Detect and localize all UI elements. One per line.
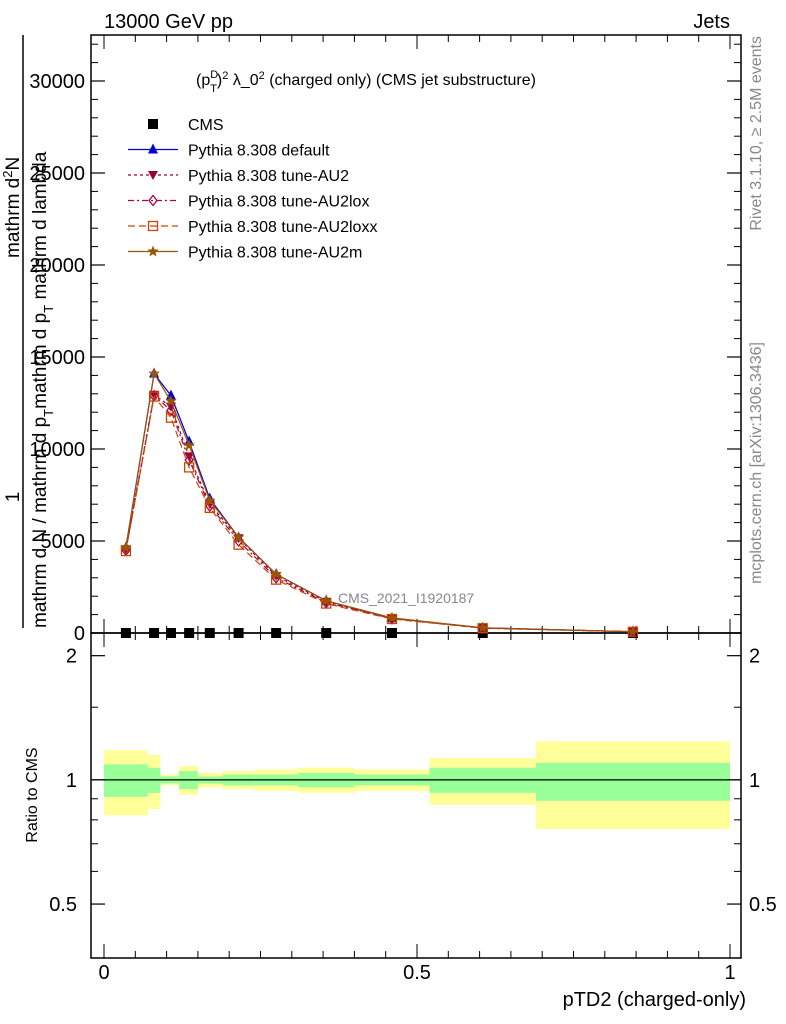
main-ytick-label: 15000 (29, 347, 85, 369)
series-pythia-8-308-tune-au2m (120, 367, 639, 637)
data-point (233, 628, 244, 638)
legend-item: Pythia 8.308 tune-AU2loxx (128, 219, 377, 236)
data-point (204, 628, 215, 638)
ratio-plot-ticks: 0.5 0.5 1 1 2 2 0 0.5 1 (49, 633, 777, 984)
data-point (232, 531, 245, 543)
legend-label: Pythia 8.308 tune-AU2loxx (188, 219, 377, 236)
main-ytick-label: 20000 (29, 255, 85, 277)
data-point (120, 628, 131, 638)
ratio-stat-band (104, 764, 148, 797)
data-point (148, 367, 160, 379)
legend-item: CMS (148, 117, 224, 134)
legend-label: Pythia 8.308 tune-AU2 (188, 168, 349, 185)
main-ytick-label: 30000 (29, 71, 85, 93)
data-point (233, 539, 244, 550)
main-ytick-label: 5000 (41, 531, 86, 553)
data-point (386, 611, 398, 623)
ylabel-denominator: mathrm d N / mathrm d pTmathrm d pT math… (30, 151, 56, 628)
legend-marker (147, 220, 159, 232)
data-point (477, 621, 489, 633)
data-point (204, 502, 215, 514)
legend-marker (148, 119, 158, 129)
rivet-label: Rivet 3.1.10, ≥ 2.5M events (748, 36, 765, 231)
data-point (184, 628, 195, 638)
data-point (270, 568, 282, 579)
legend: CMS Pythia 8.308 default Pythia 8.308 tune… (128, 117, 377, 262)
ratio-xtick-label: 1 (724, 962, 735, 984)
legend-item: Pythia 8.308 tune-AU2lox (128, 194, 369, 211)
ratio-plot-bands (91, 741, 741, 830)
ratio-stat-band (535, 762, 730, 801)
ratio-xtick-label: 0 (98, 962, 109, 984)
ratio-ytick-label-right: 0.5 (749, 894, 777, 916)
mcplots-label: mcplots.cern.ch [arXiv:1306.3436] (748, 342, 765, 584)
header-left: 13000 GeV pp (104, 11, 233, 33)
analysis-tag: CMS_2021_I1920187 (338, 590, 474, 606)
ratio-ytick-label: 1 (66, 770, 77, 792)
header-right: Jets (693, 11, 730, 33)
legend-marker (148, 143, 158, 154)
legend-marker (148, 171, 158, 180)
legend-item: Pythia 8.308 tune-AU2 (128, 168, 349, 185)
data-point (321, 628, 332, 638)
legend-label: Pythia 8.308 tune-AU2m (188, 245, 362, 262)
legend-label: Pythia 8.308 default (188, 143, 330, 160)
data-point (183, 462, 195, 473)
ratio-xtick-label: 0.5 (403, 962, 431, 984)
series-line (125, 395, 634, 633)
ratio-ytick-label-right: 2 (749, 646, 760, 668)
data-point (386, 628, 397, 638)
main-y-axis-label: 1 mathrm d N / mathrm d pTmathrm d pT ma… (0, 35, 56, 628)
data-point (320, 594, 332, 606)
data-point (271, 628, 282, 638)
ratio-ytick-label-right: 1 (749, 770, 760, 792)
main-plot-ticks: 0 5000 10000 15000 20000 25000 30000 (29, 35, 741, 645)
ratio-ytick-label: 0.5 (49, 894, 77, 916)
legend-marker (147, 245, 159, 257)
ratio-ytick-label: 2 (66, 646, 77, 668)
ratio-plot-frame (90, 632, 742, 959)
ylabel-numerator: mathrm d2N (0, 157, 24, 258)
data-point (165, 628, 176, 638)
data-point (120, 541, 132, 553)
x-axis-label: pTD2 (charged-only) (563, 989, 746, 1011)
main-plot-series (120, 367, 639, 638)
title-text: (pD T)2 λ_02 (charged only) (CMS jet subs… (196, 69, 536, 95)
main-plot-title: (pD T)2 λ_02 (charged only) (CMS jet subs… (196, 69, 536, 95)
data-point (183, 439, 195, 451)
data-point (165, 412, 177, 423)
legend-label: Pythia 8.308 tune-AU2lox (188, 194, 369, 211)
data-point (627, 625, 639, 637)
main-ytick-label: 0 (74, 623, 85, 645)
data-point (165, 395, 177, 406)
data-point (184, 453, 194, 467)
main-ytick-label: 10000 (29, 439, 85, 461)
ratio-y-axis-label: Ratio to CMS (24, 747, 41, 842)
data-point (148, 391, 160, 402)
ylabel-one: 1 (3, 492, 24, 503)
data-point (149, 628, 160, 638)
main-ytick-label: 25000 (29, 163, 85, 185)
legend-item: Pythia 8.308 default (128, 143, 330, 160)
legend-label: CMS (188, 117, 224, 134)
data-point (204, 494, 216, 506)
legend-item: Pythia 8.308 tune-AU2m (128, 245, 362, 262)
legend-marker (148, 194, 158, 207)
